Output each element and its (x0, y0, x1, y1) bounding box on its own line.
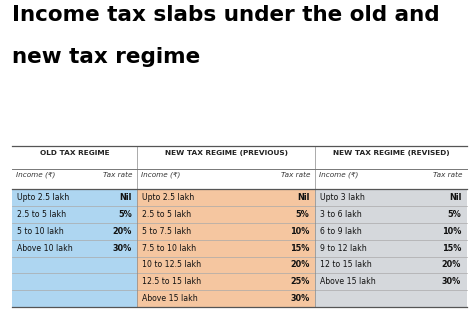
Text: 20%: 20% (290, 261, 310, 269)
Text: Tax rate: Tax rate (433, 172, 462, 178)
Text: Income (₹): Income (₹) (16, 171, 55, 178)
Text: 7.5 to 10 lakh: 7.5 to 10 lakh (142, 243, 196, 253)
Text: 5%: 5% (296, 210, 310, 219)
Bar (137, 256, 315, 273)
Text: Tax rate: Tax rate (103, 172, 133, 178)
Text: 2.5 to 5 lakh: 2.5 to 5 lakh (17, 210, 66, 219)
Text: 2.5 to 5 lakh: 2.5 to 5 lakh (142, 210, 191, 219)
Bar (12, 223, 137, 240)
Text: 5%: 5% (118, 210, 132, 219)
Text: Above 15 lakh: Above 15 lakh (142, 294, 198, 303)
Bar (12, 256, 137, 273)
Text: Upto 2.5 lakh: Upto 2.5 lakh (142, 193, 194, 202)
Text: Income tax slabs under the old and: Income tax slabs under the old and (12, 5, 439, 25)
Bar (137, 273, 315, 290)
Bar (315, 240, 467, 256)
Text: 10 to 12.5 lakh: 10 to 12.5 lakh (142, 261, 201, 269)
Text: Income (₹): Income (₹) (141, 171, 181, 178)
Text: Upto 2.5 lakh: Upto 2.5 lakh (17, 193, 69, 202)
Text: Income (₹): Income (₹) (319, 171, 358, 178)
Bar (137, 240, 315, 256)
Text: Nil: Nil (119, 193, 132, 202)
Text: new tax regime: new tax regime (12, 47, 200, 67)
Text: 15%: 15% (290, 243, 310, 253)
Bar (12, 189, 137, 206)
Bar (137, 290, 315, 307)
Text: Upto 3 lakh: Upto 3 lakh (320, 193, 365, 202)
Text: Tax rate: Tax rate (281, 172, 310, 178)
Bar (12, 273, 137, 290)
Bar (315, 206, 467, 223)
Bar (12, 240, 137, 256)
Text: Nil: Nil (449, 193, 461, 202)
Bar (315, 223, 467, 240)
Bar (137, 206, 315, 223)
Text: OLD TAX REGIME: OLD TAX REGIME (40, 150, 109, 156)
Text: 30%: 30% (442, 277, 461, 286)
Text: 5 to 7.5 lakh: 5 to 7.5 lakh (142, 227, 191, 236)
Text: 5%: 5% (447, 210, 461, 219)
Text: NEW TAX REGIME (REVISED): NEW TAX REGIME (REVISED) (333, 150, 449, 156)
Bar (315, 290, 467, 307)
Text: 25%: 25% (290, 277, 310, 286)
Bar (315, 189, 467, 206)
Bar (315, 256, 467, 273)
Text: 3 to 6 lakh: 3 to 6 lakh (320, 210, 362, 219)
Text: 9 to 12 lakh: 9 to 12 lakh (320, 243, 367, 253)
Bar (137, 223, 315, 240)
Text: 30%: 30% (290, 294, 310, 303)
Bar (12, 290, 137, 307)
Bar (315, 273, 467, 290)
Text: Above 15 lakh: Above 15 lakh (320, 277, 376, 286)
Text: 12.5 to 15 lakh: 12.5 to 15 lakh (142, 277, 201, 286)
Text: 15%: 15% (442, 243, 461, 253)
Text: 20%: 20% (442, 261, 461, 269)
Text: Nil: Nil (297, 193, 310, 202)
Text: 20%: 20% (112, 227, 132, 236)
Bar (12, 206, 137, 223)
Text: 6 to 9 lakh: 6 to 9 lakh (320, 227, 362, 236)
Text: 12 to 15 lakh: 12 to 15 lakh (320, 261, 372, 269)
Text: Above 10 lakh: Above 10 lakh (17, 243, 73, 253)
Text: 10%: 10% (442, 227, 461, 236)
Text: 10%: 10% (290, 227, 310, 236)
Text: 5 to 10 lakh: 5 to 10 lakh (17, 227, 64, 236)
Text: NEW TAX REGIME (PREVIOUS): NEW TAX REGIME (PREVIOUS) (165, 150, 288, 156)
Text: 30%: 30% (112, 243, 132, 253)
Bar (137, 189, 315, 206)
